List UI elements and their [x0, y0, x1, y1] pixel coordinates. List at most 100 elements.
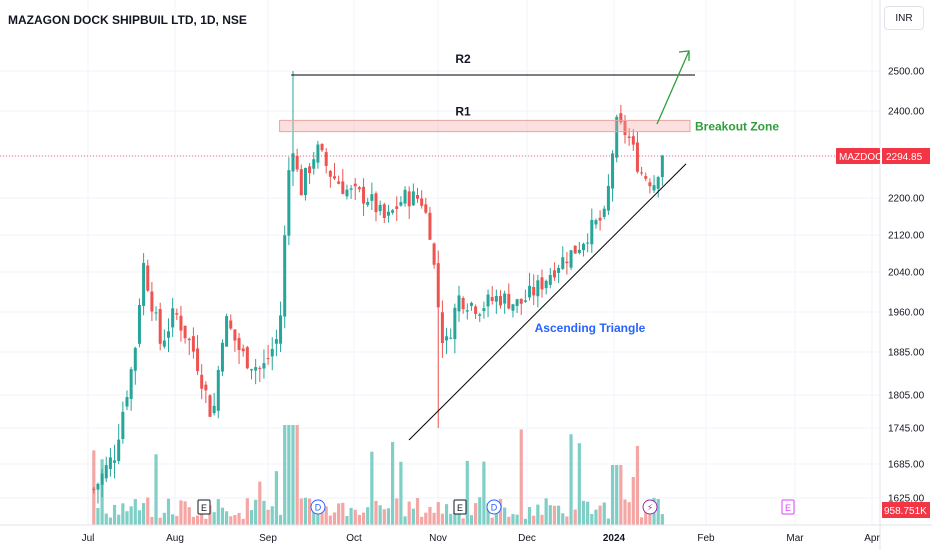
currency-button[interactable]: INR — [884, 6, 924, 30]
candle-body — [440, 312, 444, 344]
volume-bar — [142, 503, 146, 525]
earnings-marker — [453, 499, 467, 515]
candle-body — [606, 185, 610, 211]
earnings-marker — [781, 499, 795, 515]
x-tick-label: Feb — [697, 533, 715, 544]
volume-bar — [133, 499, 137, 525]
candle-body — [279, 315, 283, 344]
volume-bar — [291, 425, 295, 525]
y-tick-label: 2120.00 — [888, 231, 925, 242]
r1-label: R1 — [455, 104, 471, 118]
event-markers: E D E D ⚡ E — [197, 499, 795, 515]
volume-bar — [498, 498, 503, 525]
earnings-marker-label: E — [785, 503, 791, 513]
volume-bar — [395, 498, 399, 525]
volume-bar — [195, 515, 200, 525]
volume-bar — [96, 507, 100, 525]
volume-bar — [121, 503, 125, 525]
volume-bar — [108, 517, 112, 525]
candle-body — [573, 245, 577, 254]
candle-body — [225, 316, 229, 347]
volume-bar — [303, 497, 308, 525]
volume-bar — [332, 512, 337, 525]
volume-bar — [225, 511, 229, 525]
candle-body — [474, 306, 478, 315]
candle-body — [519, 298, 523, 304]
volume-bar — [540, 514, 544, 525]
dividend-marker-label: D — [315, 503, 322, 513]
candle-body — [374, 193, 378, 213]
candle-body — [162, 340, 166, 347]
candle-body — [623, 120, 627, 136]
split-marker — [642, 499, 658, 515]
candle-body — [395, 206, 399, 209]
volume-bar — [270, 506, 274, 525]
volume-bar — [262, 500, 266, 525]
candle-body — [113, 460, 117, 463]
volume-bar — [382, 509, 386, 525]
candle-body — [644, 176, 648, 179]
candle-body — [229, 320, 233, 329]
volume-bar — [503, 507, 507, 525]
candle-body — [432, 243, 436, 265]
volume-bar — [162, 512, 166, 525]
candle-body — [490, 297, 494, 302]
x-tick-label: Mar — [786, 533, 804, 544]
volume-bar — [283, 425, 287, 525]
candle-body — [619, 113, 623, 123]
volume-bar — [440, 513, 444, 525]
candle-body — [345, 189, 349, 197]
x-tick-label: Aug — [166, 533, 184, 544]
candle-body — [262, 363, 266, 369]
candle-body — [146, 265, 150, 291]
volume-bar — [237, 513, 241, 525]
candle-body — [250, 369, 253, 371]
candle-body — [386, 211, 390, 216]
candle-body — [557, 267, 561, 273]
chart-title: MAZAGON DOCK SHIPBUIL LTD, 1D, NSE — [8, 13, 247, 27]
candle-body — [515, 299, 519, 307]
volume-bar — [544, 498, 548, 525]
volume-bar — [204, 518, 208, 525]
time-axis: Jul Aug Sep Oct Nov Dec 2024 Feb Mar Apr — [0, 524, 932, 544]
candle-body — [241, 348, 245, 352]
volume-bar — [328, 515, 332, 525]
volume-bar — [403, 516, 407, 525]
volume-bar — [154, 454, 158, 525]
volume-bar — [183, 501, 187, 525]
volume-bar — [478, 497, 482, 525]
volume-bar — [229, 516, 233, 525]
candle-body — [503, 293, 507, 304]
volume-bar — [482, 461, 486, 525]
volume-bar — [610, 465, 615, 525]
volume-bar — [125, 511, 129, 525]
volume-bar — [249, 510, 254, 525]
candle-body — [349, 188, 353, 190]
grid — [0, 0, 880, 525]
candle-body — [507, 293, 511, 309]
volume-bar — [274, 471, 278, 525]
candle-body — [416, 195, 419, 199]
volume-bar — [349, 507, 353, 525]
volume-bar — [648, 505, 652, 525]
volume-bar — [254, 499, 258, 525]
candle-body — [577, 249, 581, 253]
volume-bar — [220, 507, 225, 525]
volume-bar — [461, 518, 465, 525]
volume-bar — [449, 513, 453, 525]
volume-bar — [158, 517, 162, 525]
volume-bar — [586, 501, 590, 525]
volume-bar — [129, 506, 133, 525]
candle-body — [598, 217, 602, 221]
y-tick-label: 1960.00 — [888, 308, 925, 319]
x-tick-label: Jul — [82, 533, 95, 544]
volume-bar — [565, 516, 569, 525]
candle-body — [179, 315, 183, 331]
candle-body — [486, 294, 490, 307]
y-tick-label: 1885.00 — [888, 348, 925, 359]
volume-bar — [602, 502, 606, 525]
y-tick-label: 2200.00 — [888, 194, 925, 205]
candle-body — [532, 286, 536, 296]
